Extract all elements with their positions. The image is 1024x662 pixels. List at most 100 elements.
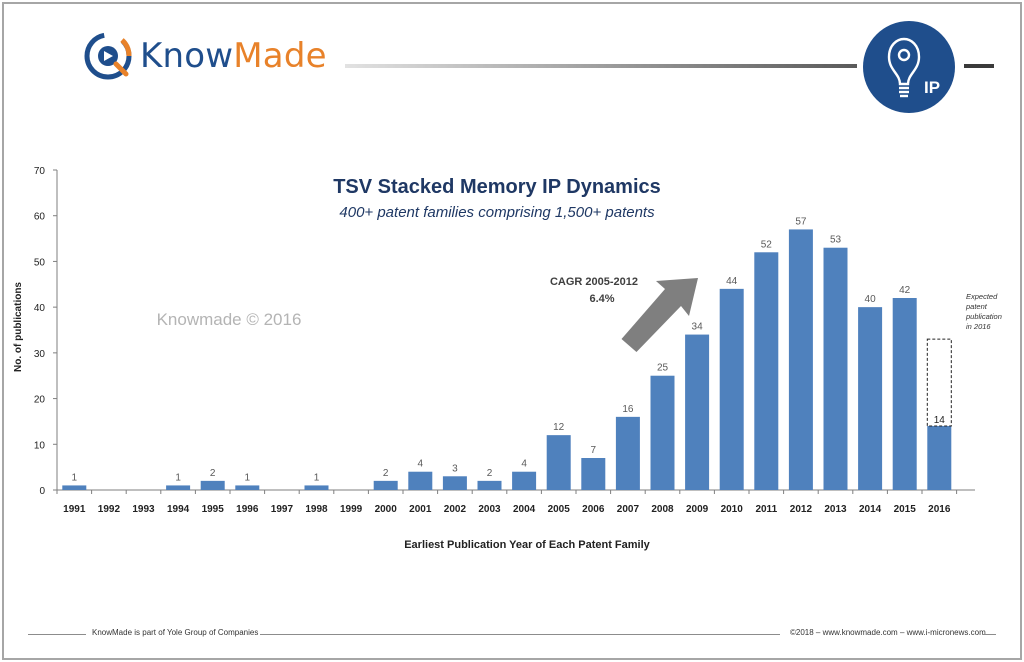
y-tick-label: 30 — [34, 349, 46, 360]
bar-value-label: 3 — [452, 463, 458, 474]
bar-value-label: 1 — [72, 472, 78, 483]
x-axis-label: Earliest Publication Year of Each Patent… — [404, 539, 650, 551]
bar — [858, 307, 883, 490]
brand-name-part1: Know — [140, 36, 234, 76]
x-tick-label: 2013 — [824, 504, 847, 515]
bar — [615, 416, 640, 490]
cagr-arrow-icon — [621, 278, 698, 352]
x-tick-label: 1991 — [63, 504, 86, 515]
footer-rule-left — [28, 634, 86, 635]
x-tick-label: 1992 — [98, 504, 121, 515]
footer: KnowMade is part of Yole Group of Compan… — [0, 626, 1024, 642]
bar-value-label: 12 — [553, 422, 565, 433]
bar-value-label: 57 — [795, 216, 807, 227]
bar — [235, 485, 260, 490]
bar-value-label: 16 — [622, 404, 634, 415]
expected-note: Expected patent publication in 2016 — [965, 292, 1002, 331]
x-tick-label: 1997 — [271, 504, 294, 515]
bar-value-label: 53 — [830, 235, 842, 246]
x-tick-label: 1999 — [340, 504, 363, 515]
x-tick-label: 2012 — [790, 504, 813, 515]
bar — [788, 229, 813, 490]
footer-rule-middle — [260, 634, 780, 635]
bar — [892, 298, 917, 490]
x-tick-label: 2005 — [548, 504, 571, 515]
y-tick-label: 40 — [34, 303, 46, 314]
y-tick-label: 60 — [34, 212, 46, 223]
bar — [823, 247, 848, 490]
bar-value-label: 2 — [210, 468, 216, 479]
bar — [650, 375, 675, 490]
ip-badge-label: IP — [924, 78, 940, 97]
brand-name-part2: Made — [233, 36, 327, 76]
bar — [408, 471, 433, 490]
x-tick-label: 2010 — [721, 504, 744, 515]
chart-subtitle: 400+ patent families comprising 1,500+ p… — [339, 204, 655, 221]
bar-value-label: 25 — [657, 363, 669, 374]
chart-watermark: Knowmade © 2016 — [157, 310, 302, 329]
bar-value-label: 4 — [521, 459, 527, 470]
x-tick-label: 2004 — [513, 504, 536, 515]
footer-right-text: ©2018 – www.knowmade.com – www.i-microne… — [790, 628, 986, 637]
x-tick-label: 2006 — [582, 504, 605, 515]
x-tick-label: 1998 — [305, 504, 328, 515]
y-axis-label: No. of publications — [13, 282, 24, 372]
bar — [166, 485, 191, 490]
x-tick-label: 2011 — [755, 504, 777, 515]
bar — [200, 480, 225, 490]
header-rule-right — [964, 64, 994, 68]
y-tick-label: 0 — [39, 486, 45, 497]
y-tick-label: 20 — [34, 395, 46, 406]
x-tick-label: 2015 — [894, 504, 917, 515]
bar — [754, 252, 779, 490]
x-tick-label: 2007 — [617, 504, 640, 515]
bar — [512, 471, 537, 490]
brand-wordmark: KnowMade — [140, 36, 327, 76]
x-tick-label: 2008 — [651, 504, 674, 515]
x-tick-label: 1996 — [236, 504, 259, 515]
bar — [719, 288, 744, 490]
x-axis-ticks: 1991 1992 1993 1994 1995 1996 1997 1998 1999 2000… — [56, 490, 958, 515]
x-tick-label: 2014 — [859, 504, 882, 515]
x-tick-label: 1994 — [167, 504, 190, 515]
bar-value-label: 40 — [865, 294, 877, 305]
y-axis-ticks: 0 10 20 30 40 50 60 70 — [34, 166, 57, 497]
x-tick-label: 2016 — [928, 504, 951, 515]
bar — [304, 485, 329, 490]
bar — [373, 480, 398, 490]
x-tick-label: 2002 — [444, 504, 467, 515]
bar — [685, 334, 710, 490]
bar — [442, 476, 467, 490]
y-tick-label: 50 — [34, 257, 46, 268]
x-tick-label: 2003 — [478, 504, 501, 515]
bar-value-label: 2 — [487, 468, 493, 479]
footer-rule-right — [982, 634, 996, 635]
bar-value-label: 44 — [726, 276, 738, 287]
expected-2016-box — [926, 338, 952, 427]
cagr-label: CAGR 2005-2012 — [550, 276, 638, 288]
bar-value-label: 4 — [418, 459, 424, 470]
x-tick-label: 2001 — [409, 504, 432, 515]
x-tick-label: 1995 — [202, 504, 225, 515]
bar-value-label: 2 — [383, 468, 389, 479]
chart-title: TSV Stacked Memory IP Dynamics — [333, 176, 661, 198]
x-tick-label: 2000 — [375, 504, 398, 515]
x-tick-label: 2009 — [686, 504, 709, 515]
knowmade-logo: KnowMade — [82, 30, 327, 82]
bar-value-label: 52 — [761, 239, 773, 250]
y-tick-label: 10 — [34, 440, 46, 451]
bar-value-label: 1 — [175, 472, 181, 483]
bar-value-label: 14 — [934, 415, 946, 426]
bar — [546, 435, 571, 490]
bar-value-label: 1 — [314, 472, 320, 483]
y-tick-label: 70 — [34, 166, 46, 177]
x-tick-label: 1993 — [132, 504, 155, 515]
bar — [477, 480, 502, 490]
footer-left-text: KnowMade is part of Yole Group of Compan… — [92, 628, 259, 637]
bar-value-label: 34 — [692, 322, 704, 333]
bar — [927, 426, 952, 490]
bar — [581, 458, 606, 490]
bar-value-label: 7 — [591, 445, 597, 456]
